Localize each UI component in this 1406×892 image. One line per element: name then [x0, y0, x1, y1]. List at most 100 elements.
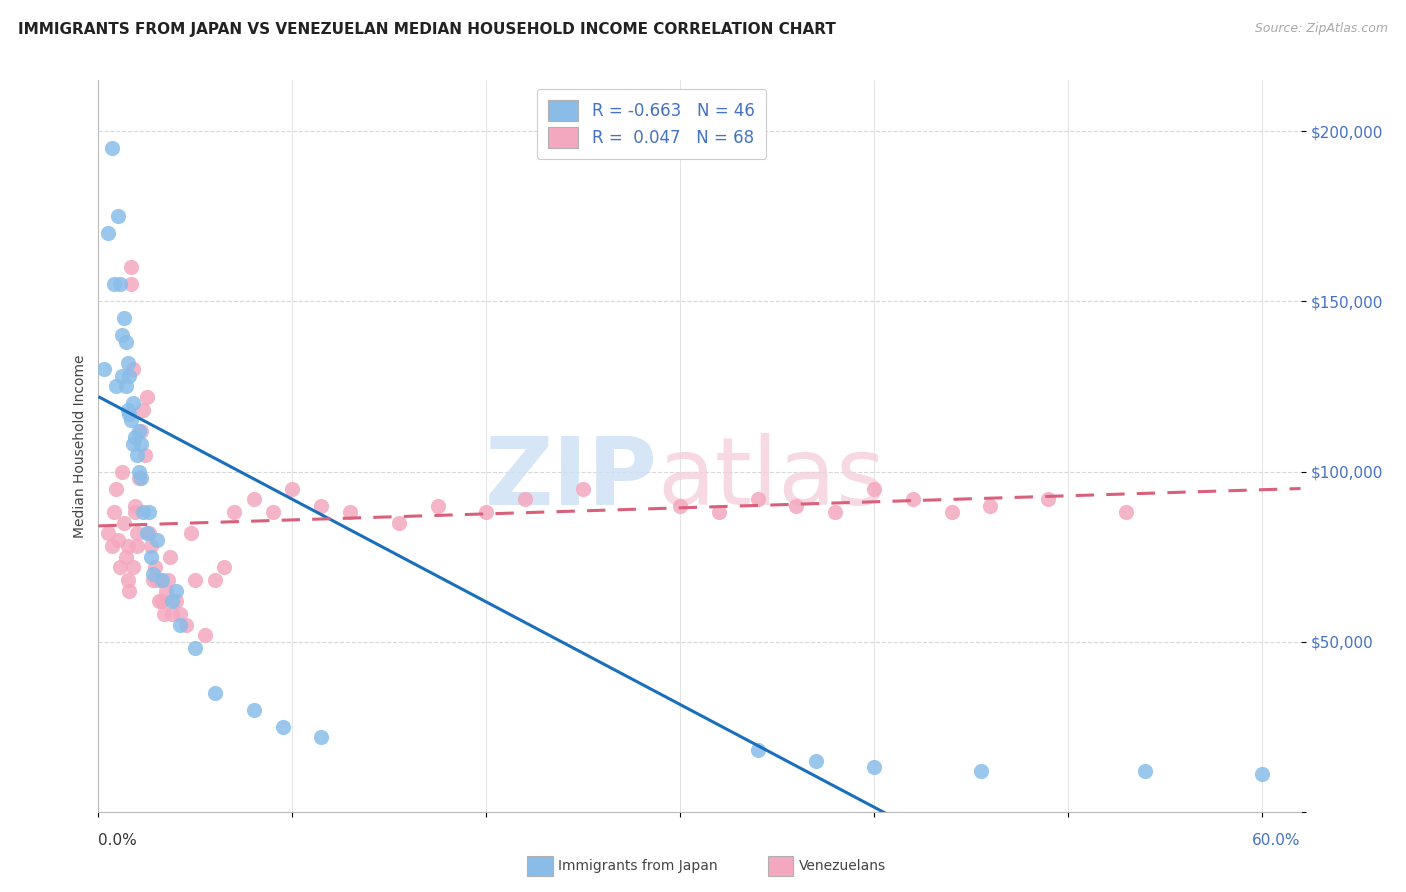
Text: Immigrants from Japan: Immigrants from Japan [558, 859, 718, 873]
Point [97, 525, 120, 540]
Point [124, 499, 146, 513]
Point [122, 396, 145, 410]
Point [1135, 764, 1157, 778]
Point [214, 559, 236, 574]
Point [138, 525, 160, 540]
Point [128, 465, 150, 479]
Point [138, 505, 160, 519]
Point [194, 628, 217, 642]
Point [149, 574, 172, 588]
Point [863, 760, 886, 774]
Point [118, 583, 141, 598]
Point [475, 505, 498, 519]
Point [969, 764, 991, 778]
Point [513, 491, 536, 506]
Point [785, 499, 807, 513]
Point [824, 505, 846, 519]
Text: 0.0%: 0.0% [98, 833, 138, 847]
Point [145, 533, 167, 547]
Point [101, 141, 124, 155]
Point [129, 437, 152, 451]
Text: IMMIGRANTS FROM JAPAN VS VENEZUELAN MEDIAN HOUSEHOLD INCOME CORRELATION CHART: IMMIGRANTS FROM JAPAN VS VENEZUELAN MEDI… [18, 22, 837, 37]
Point [160, 607, 183, 622]
Point [114, 335, 136, 350]
Point [224, 505, 246, 519]
Point [863, 482, 886, 496]
Point [108, 559, 131, 574]
Point [747, 743, 769, 757]
Legend: R = -0.663   N = 46, R =  0.047   N = 68: R = -0.663 N = 46, R = 0.047 N = 68 [537, 88, 766, 160]
Point [157, 574, 180, 588]
Point [135, 390, 157, 404]
Point [339, 505, 361, 519]
Point [242, 491, 264, 506]
Point [142, 574, 165, 588]
Point [142, 566, 165, 581]
Point [139, 549, 162, 564]
Point [145, 574, 167, 588]
Point [979, 499, 1001, 513]
Point [134, 448, 156, 462]
Point [120, 277, 142, 292]
Point [160, 594, 183, 608]
Point [1250, 767, 1272, 781]
Point [104, 379, 127, 393]
Point [804, 754, 827, 768]
Point [117, 403, 139, 417]
Point [271, 720, 294, 734]
Point [152, 574, 174, 588]
Point [127, 540, 149, 554]
Point [122, 362, 145, 376]
Point [132, 403, 155, 417]
Point [120, 413, 142, 427]
Point [262, 505, 284, 519]
Point [112, 516, 135, 530]
Point [135, 525, 157, 540]
Point [204, 574, 226, 588]
Point [104, 482, 127, 496]
Point [122, 437, 145, 451]
Point [124, 430, 146, 444]
Point [111, 328, 134, 343]
Point [128, 471, 150, 485]
Point [114, 379, 136, 393]
Point [388, 516, 411, 530]
Point [118, 407, 141, 421]
Point [707, 505, 730, 519]
Point [112, 311, 135, 326]
Point [103, 505, 125, 519]
Point [155, 583, 177, 598]
Point [669, 499, 692, 513]
Point [204, 686, 226, 700]
Text: Source: ZipAtlas.com: Source: ZipAtlas.com [1254, 22, 1388, 36]
Point [127, 525, 149, 540]
Point [107, 533, 129, 547]
Point [901, 491, 924, 506]
Point [122, 559, 145, 574]
Point [114, 549, 136, 564]
Point [139, 540, 162, 554]
Point [281, 482, 304, 496]
Point [143, 559, 166, 574]
Point [1115, 505, 1137, 519]
Point [174, 617, 197, 632]
Point [132, 505, 155, 519]
Point [165, 594, 187, 608]
Point [311, 730, 333, 744]
Point [129, 471, 152, 485]
Point [128, 424, 150, 438]
Text: ZIP: ZIP [485, 433, 658, 524]
Point [572, 482, 595, 496]
Point [107, 210, 129, 224]
Text: Venezuelans: Venezuelans [799, 859, 886, 873]
Point [169, 617, 191, 632]
Point [1038, 491, 1060, 506]
Point [117, 356, 139, 370]
Point [747, 491, 769, 506]
Point [941, 505, 963, 519]
Point [101, 540, 124, 554]
Point [184, 641, 207, 656]
Point [152, 594, 174, 608]
Y-axis label: Median Household Income: Median Household Income [73, 354, 87, 538]
Point [153, 607, 176, 622]
